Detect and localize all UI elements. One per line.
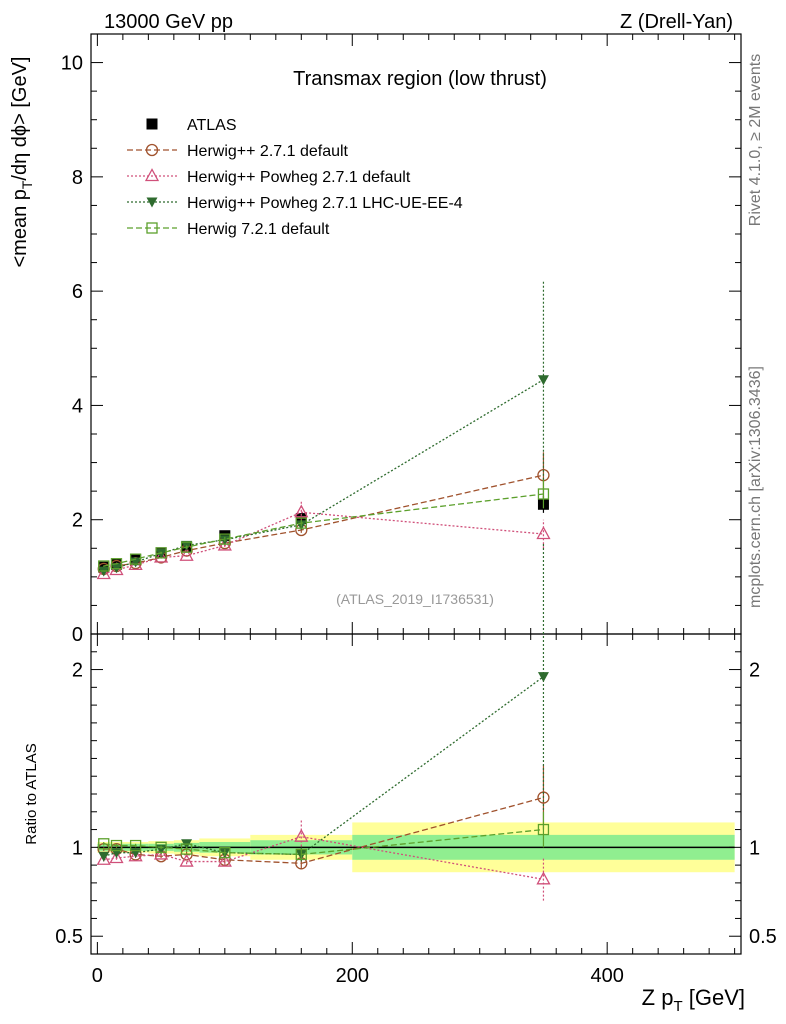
ratio-ytick-label-right: 1	[749, 837, 760, 859]
main-panel: 0 2 4 6 8 10 Transmax region (low thrust) (ATLA…	[9, 33, 742, 646]
series-3-point	[537, 375, 549, 386]
legend-label-1: Herwig++ 2.7.1 default	[187, 143, 349, 160]
ratio-ytick-label-left: 1	[72, 837, 83, 859]
ratio-xtick-label: 400	[590, 965, 623, 987]
series-2-line	[103, 511, 544, 575]
ratio-series-4-line	[103, 828, 544, 856]
ratio-series-4-point	[537, 823, 550, 836]
ratio-frame	[90, 633, 742, 955]
header-right: Z (Drell-Yan)	[620, 11, 733, 33]
ratio-series-3-point	[537, 672, 549, 683]
series-4-point	[98, 560, 110, 572]
legend-marker-0	[146, 118, 158, 130]
ratio-ytick-label-left: 2	[72, 660, 83, 682]
ratio-xtick-label: 200	[336, 965, 369, 987]
legend-label-3: Herwig++ Powheg 2.7.1 LHC-UE-EE-4	[187, 195, 463, 212]
ratio-series-2-point	[217, 853, 232, 867]
main-ytick-label: 0	[72, 624, 83, 646]
legend-marker-2	[144, 168, 160, 182]
legend-marker-3	[146, 197, 158, 208]
ratio-series-3-line	[103, 676, 544, 857]
main-plot-title: Transmax region (low thrust)	[293, 68, 547, 90]
main-ytick-label: 8	[72, 167, 83, 189]
ratio-series-4-point	[180, 843, 193, 855]
ratio-series-4-point	[129, 839, 142, 852]
ratio-series-4-point	[219, 847, 231, 859]
legend-label-2: Herwig++ Powheg 2.7.1 default	[187, 169, 411, 186]
ratio-xlabel: Z pT [GeV]	[642, 985, 745, 1015]
ratio-ylabel: Ratio to ATLAS	[23, 743, 40, 844]
series-4-point	[537, 488, 550, 500]
side-text-rivet: Rivet 4.1.0, ≥ 2M events	[747, 54, 764, 226]
ratio-series-4-point	[98, 838, 110, 850]
series-4-line	[103, 493, 544, 567]
series-3-line	[103, 379, 544, 572]
ratio-ytick-label-right: 0.5	[749, 926, 777, 948]
ratio-ytick-label-right: 2	[749, 660, 760, 682]
main-ytick-label: 4	[72, 395, 83, 417]
ratio-series-2-point	[179, 853, 194, 867]
legend-marker-1	[145, 143, 159, 157]
legend-label-0: ATLAS	[187, 117, 237, 134]
ratio-series-2-point	[536, 871, 551, 885]
series-2-point	[179, 547, 194, 561]
ratio-panel: 0 200 400 0.5 0.5 1 1 2 2 Ratio to ATLAS Z pT [GeV…	[23, 543, 777, 1015]
legend: ATLAS Herwig++ 2.7.1 default Herwig++ Powh…	[127, 117, 463, 238]
main-ytick-label: 6	[72, 281, 83, 303]
series-4-point	[110, 558, 123, 570]
series-4-point	[295, 517, 307, 529]
side-text-mcplots: mcplots.cern.ch [arXiv:1306.3436]	[747, 366, 764, 608]
main-ytick-label: 10	[61, 53, 83, 75]
watermark: (ATLAS_2019_I1736531)	[336, 591, 494, 607]
ratio-series-3-point	[98, 851, 110, 862]
series-2-point	[154, 549, 169, 563]
series-2-point	[536, 526, 551, 540]
ratio-ytick-label-left: 0.5	[55, 926, 83, 948]
series-2-point	[96, 566, 111, 580]
header-left: 13000 GeV pp	[104, 11, 233, 33]
legend-marker-4	[146, 222, 158, 234]
ratio-series-4-point	[110, 839, 123, 852]
series-4-point	[129, 553, 142, 565]
series-2-point	[294, 504, 309, 518]
ratio-xtick-label: 0	[92, 965, 103, 987]
series-4-point	[155, 547, 167, 559]
ratio-series-2-point	[154, 846, 169, 860]
ratio-series-2-point	[96, 851, 111, 865]
main-ylabel: <mean pT/dη dϕ> [GeV]	[9, 56, 35, 267]
main-ytick-label: 2	[72, 510, 83, 532]
series-4-point	[180, 541, 193, 553]
ratio-series-4-point	[155, 841, 167, 853]
ratio-series-2-point	[294, 828, 309, 842]
ratio-series-2-point	[109, 850, 124, 864]
ratio-series-4-point	[295, 848, 307, 861]
legend-label-4: Herwig 7.2.1 default	[187, 221, 330, 238]
series-1-line	[103, 474, 544, 570]
series-4-point	[219, 533, 231, 545]
ratio-series-2-point	[128, 848, 143, 862]
